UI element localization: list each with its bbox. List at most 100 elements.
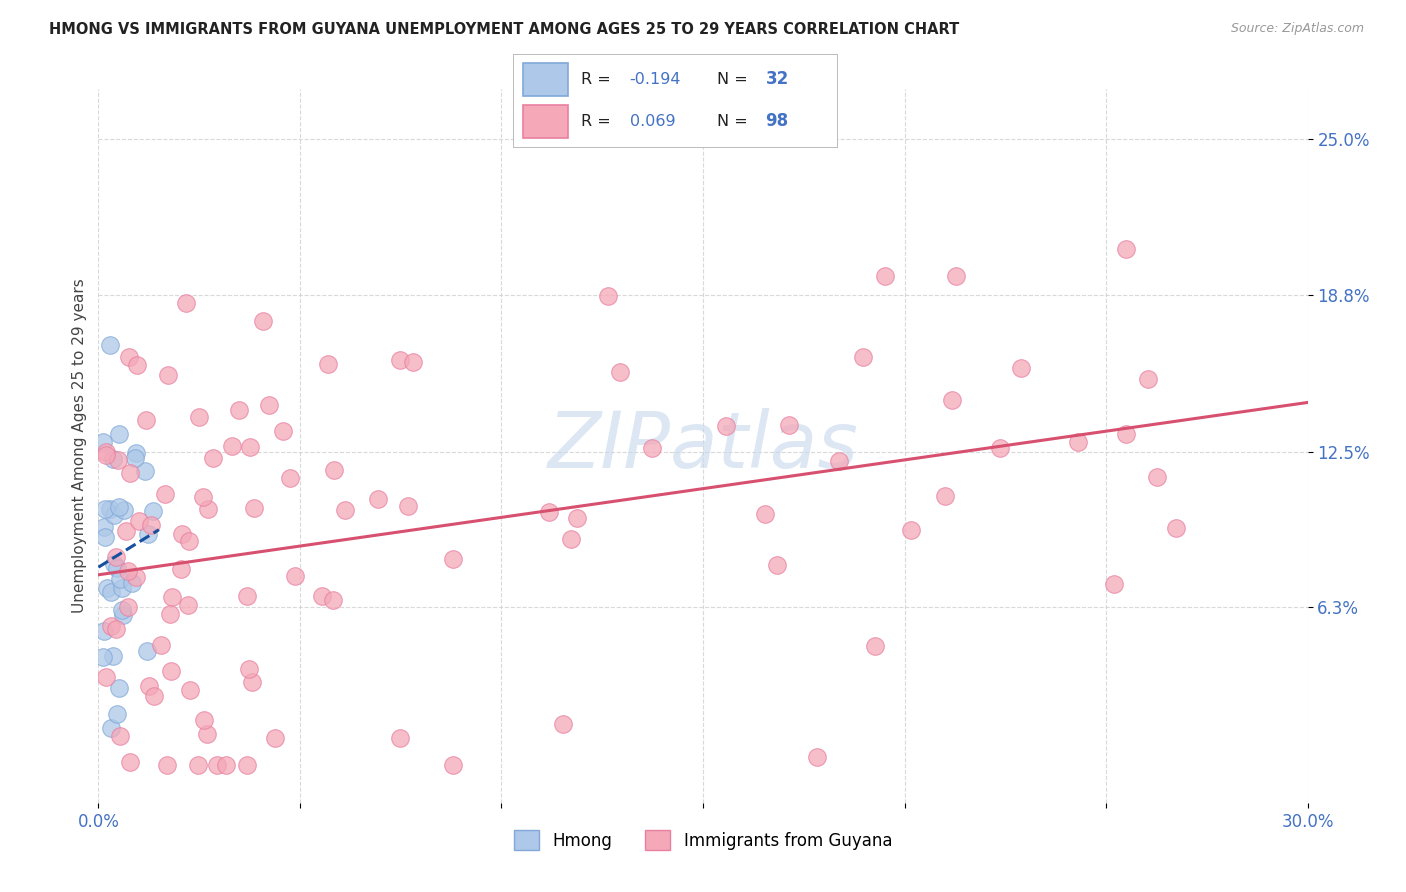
Point	[609, 365, 631, 379]
Point	[197, 502, 219, 516]
Point	[443, 758, 465, 772]
Point	[187, 758, 209, 772]
Point	[1136, 372, 1159, 386]
Point	[560, 533, 582, 547]
Point	[236, 589, 259, 603]
Point	[875, 269, 897, 284]
Point	[96, 445, 118, 459]
Point	[98, 338, 121, 352]
Point	[100, 619, 122, 633]
Legend: Hmong, Immigrants from Guyana: Hmong, Immigrants from Guyana	[506, 822, 900, 859]
Text: N =: N =	[717, 71, 752, 87]
Point	[93, 519, 115, 533]
Point	[103, 557, 125, 571]
Point	[124, 450, 146, 465]
Text: 0.069: 0.069	[630, 114, 675, 129]
Point	[177, 533, 200, 548]
Point	[110, 581, 132, 595]
Point	[104, 622, 127, 636]
Point	[238, 662, 260, 676]
Point	[91, 434, 114, 449]
Point	[105, 550, 128, 565]
Point	[1115, 242, 1137, 256]
Point	[311, 589, 333, 603]
Point	[388, 731, 411, 745]
Point	[111, 608, 134, 623]
Point	[934, 489, 956, 503]
Point	[235, 758, 257, 772]
Point	[128, 514, 150, 528]
Point	[160, 590, 183, 604]
Point	[195, 726, 218, 740]
Point	[96, 670, 118, 684]
Point	[1066, 435, 1088, 450]
Point	[93, 624, 115, 639]
Point	[107, 453, 129, 467]
Point	[108, 426, 131, 441]
Point	[714, 419, 737, 434]
Point	[94, 501, 117, 516]
Point	[105, 706, 128, 721]
Point	[1104, 577, 1126, 591]
Point	[100, 585, 122, 599]
Point	[120, 755, 142, 769]
Point	[179, 683, 201, 698]
Point	[96, 581, 118, 595]
Point	[170, 527, 193, 541]
Point	[101, 648, 124, 663]
Bar	[523, 105, 568, 138]
Point	[1146, 470, 1168, 484]
Point	[945, 268, 967, 283]
Point	[100, 721, 122, 735]
Point	[136, 527, 159, 541]
Point	[1010, 361, 1032, 376]
Point	[103, 508, 125, 522]
Point	[117, 600, 139, 615]
Point	[367, 492, 389, 507]
Point	[333, 503, 356, 517]
Point	[135, 413, 157, 427]
Point	[641, 441, 664, 455]
Point	[156, 368, 179, 382]
Point	[401, 355, 423, 369]
Point	[202, 451, 225, 466]
Point	[553, 716, 575, 731]
Point	[228, 403, 250, 417]
Point	[96, 449, 118, 463]
Point	[143, 689, 166, 703]
Point	[205, 758, 228, 772]
Point	[567, 511, 589, 525]
Text: R =: R =	[581, 114, 616, 129]
Text: HMONG VS IMMIGRANTS FROM GUYANA UNEMPLOYMENT AMONG AGES 25 TO 29 YEARS CORRELATI: HMONG VS IMMIGRANTS FROM GUYANA UNEMPLOY…	[49, 22, 959, 37]
Point	[988, 442, 1011, 456]
Point	[101, 452, 124, 467]
Point	[118, 350, 141, 364]
Point	[125, 358, 148, 372]
Y-axis label: Unemployment Among Ages 25 to 29 years: Unemployment Among Ages 25 to 29 years	[72, 278, 87, 614]
Point	[141, 518, 163, 533]
Point	[778, 417, 800, 432]
Point	[193, 713, 215, 727]
Bar	[523, 63, 568, 95]
Point	[136, 644, 159, 658]
Point	[98, 502, 121, 516]
Text: 98: 98	[765, 112, 789, 130]
Point	[138, 679, 160, 693]
Point	[596, 288, 619, 302]
Point	[441, 552, 464, 566]
Point	[169, 562, 191, 576]
Point	[278, 471, 301, 485]
Point	[93, 530, 115, 544]
Point	[396, 500, 419, 514]
Point	[754, 508, 776, 522]
Point	[388, 353, 411, 368]
Point	[112, 503, 135, 517]
Point	[117, 564, 139, 578]
Point	[828, 453, 851, 467]
Point	[1115, 427, 1137, 442]
Point	[537, 505, 560, 519]
Point	[284, 569, 307, 583]
Point	[156, 758, 179, 772]
Point	[257, 398, 280, 412]
Point	[108, 729, 131, 743]
